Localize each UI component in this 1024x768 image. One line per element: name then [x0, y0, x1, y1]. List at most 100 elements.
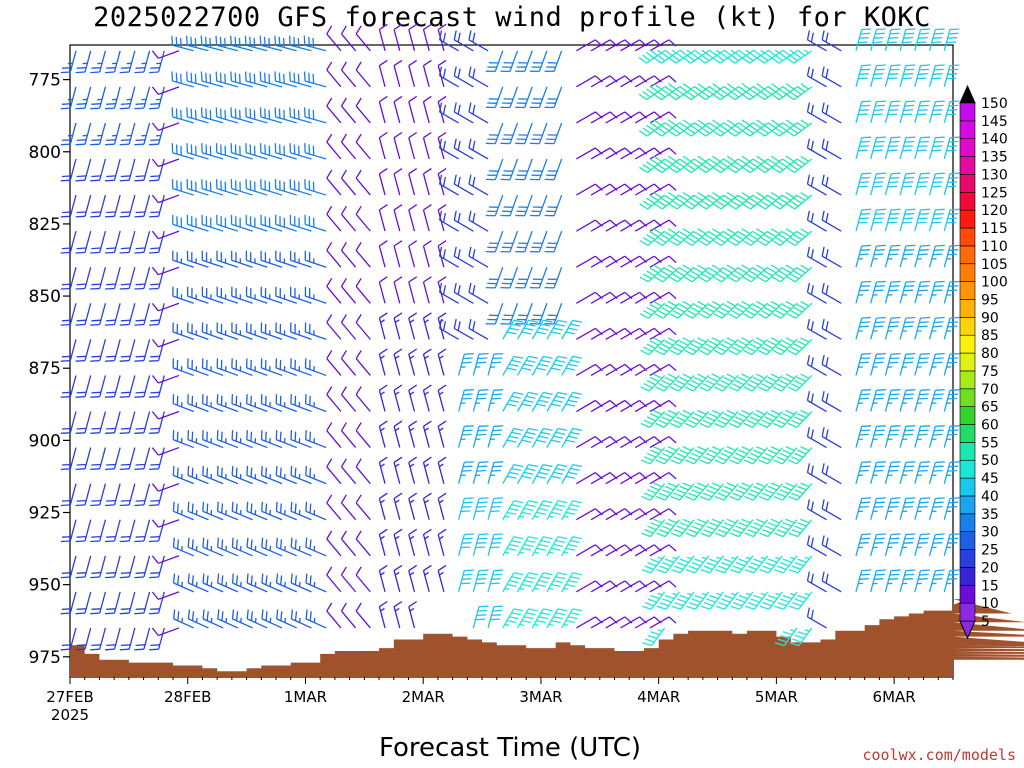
wind-barb [259, 71, 283, 88]
wind-barb [561, 427, 583, 448]
wind-barb [773, 409, 798, 428]
wind-barb [104, 86, 121, 110]
wind-barb [90, 303, 107, 326]
wind-barb [355, 530, 371, 557]
wind-barb [641, 555, 666, 574]
wind-barb [437, 456, 447, 484]
wind-barb [639, 155, 666, 174]
wind-barb [576, 399, 603, 413]
wind-barb [698, 300, 724, 319]
wind-barb [172, 250, 194, 268]
colorbar-label: 135 [981, 150, 1008, 166]
wind-barb [634, 219, 662, 232]
wind-barb [149, 158, 165, 182]
wind-barb [884, 461, 901, 484]
wind-barb [305, 501, 327, 521]
wind-barb [304, 214, 327, 232]
wind-barb [697, 49, 724, 64]
wind-barb [340, 169, 357, 196]
wind-barb [275, 214, 297, 232]
wind-barb [245, 322, 268, 340]
wind-barb [500, 50, 519, 73]
wind-barb [171, 107, 194, 124]
wind-barb [516, 319, 538, 340]
wind-barb [134, 303, 151, 326]
colorbar-swatch [959, 174, 976, 193]
wind-barb [90, 627, 107, 651]
wind-barb [515, 303, 533, 325]
wind-barb [472, 533, 489, 556]
wind-barb [642, 591, 666, 610]
wind-barb [671, 555, 695, 574]
wind-barb [217, 573, 239, 593]
wind-barb [453, 210, 474, 232]
wind-barb [620, 508, 648, 521]
wind-barb [561, 463, 583, 484]
wind-barb [605, 75, 633, 88]
wind-barb [656, 555, 680, 574]
wind-barb [472, 461, 489, 484]
wind-barb [408, 564, 418, 593]
wind-barb [289, 143, 312, 160]
wind-barb [201, 143, 224, 160]
wind-barb [669, 300, 695, 319]
wind-barb [104, 50, 121, 74]
x-tick-label: 2MAR [402, 688, 445, 706]
wind-barb [943, 533, 960, 556]
wind-barb [634, 580, 662, 593]
wind-barb [806, 427, 827, 449]
x-tick-label: 6MAR [873, 688, 916, 706]
wind-barb [326, 133, 342, 160]
wind-barb [605, 472, 633, 485]
wind-barb [502, 463, 524, 484]
wind-barb [119, 194, 136, 218]
wind-barb [453, 174, 474, 196]
wind-barb [186, 286, 209, 304]
wind-barb [729, 446, 754, 465]
wind-barb [684, 300, 710, 319]
wind-barb [649, 291, 677, 304]
wind-barb [668, 49, 695, 64]
wind-barb [119, 230, 136, 254]
wind-barb [757, 300, 783, 319]
wind-barb [289, 214, 312, 232]
wind-barb [899, 28, 916, 51]
wind-barb [605, 183, 633, 196]
wind-barb [656, 591, 680, 610]
wind-barb [149, 591, 165, 615]
wind-barb [326, 494, 342, 521]
wind-barb [741, 49, 769, 64]
wind-barb [90, 591, 107, 615]
wind-barb [772, 264, 798, 283]
wind-barb [576, 255, 603, 268]
wind-barb [699, 409, 725, 428]
wind-barb [502, 427, 524, 448]
wind-barb [355, 386, 371, 412]
wind-barb [789, 627, 813, 647]
wind-barb [231, 609, 253, 629]
colorbar-label: 60 [981, 418, 999, 434]
wind-barb [516, 572, 538, 593]
wind-barb [649, 436, 677, 449]
wind-barb [500, 122, 519, 145]
wind-barb [326, 386, 342, 412]
wind-barb [914, 208, 931, 232]
wind-barb [326, 422, 342, 448]
wind-barb [134, 158, 151, 182]
wind-barb [884, 64, 901, 88]
wind-barb [943, 280, 960, 304]
colorbar-swatch [959, 120, 976, 140]
wind-barb [605, 291, 633, 304]
wind-barb [119, 447, 136, 471]
wind-barb [408, 600, 418, 629]
colorbar-label: 10 [981, 596, 999, 612]
wind-barb [516, 536, 538, 557]
wind-barb [231, 394, 253, 413]
wind-barb [201, 358, 224, 377]
wind-barb [151, 446, 180, 456]
wind-barb [685, 555, 710, 574]
wind-barb [928, 569, 945, 593]
wind-barb [172, 537, 194, 557]
wind-barb [378, 204, 388, 232]
wind-barb [668, 228, 695, 246]
